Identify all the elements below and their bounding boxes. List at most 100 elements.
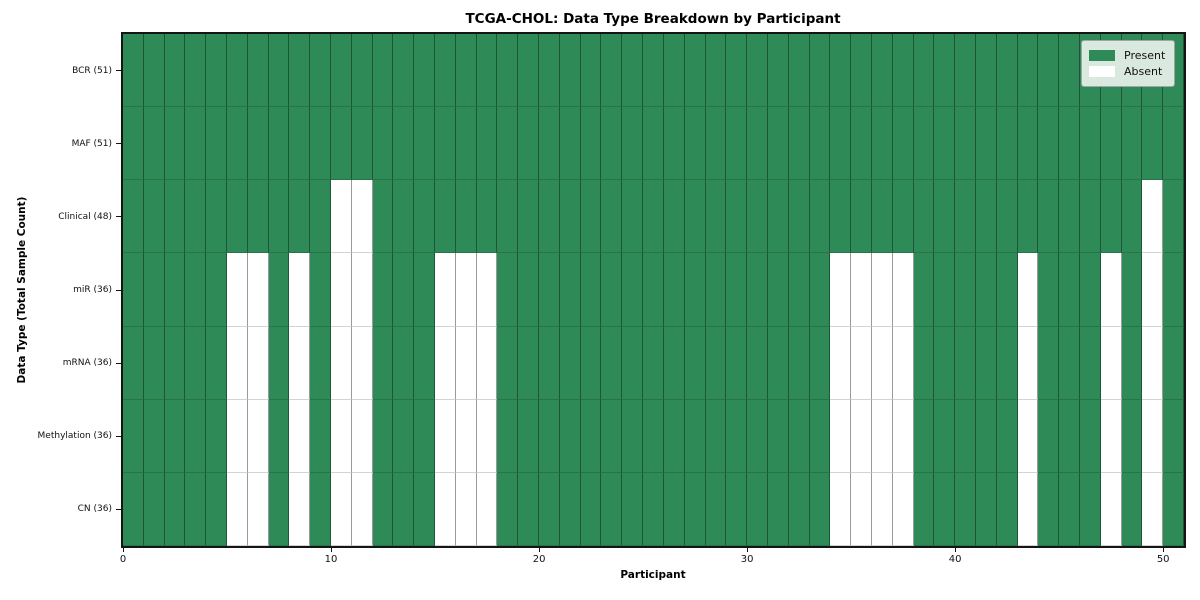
heatmap-cell [1142, 326, 1164, 400]
heatmap-cell [497, 472, 519, 546]
heatmap-cell [684, 253, 706, 327]
heatmap-cell [830, 326, 852, 400]
heatmap-cell [435, 34, 456, 108]
heatmap-cell [830, 472, 852, 546]
heatmap-cell [497, 180, 519, 254]
heatmap-cell [705, 253, 727, 327]
heatmap-cell [601, 107, 623, 181]
heatmap-cell [622, 253, 644, 327]
heatmap-cell [580, 107, 602, 181]
legend-label: Absent [1124, 65, 1163, 78]
heatmap-cell [476, 180, 498, 254]
y-tick-label: CN (36) [77, 504, 112, 515]
heatmap-cell [1121, 253, 1143, 327]
heatmap-cell [289, 326, 311, 400]
heatmap-cell [185, 326, 207, 400]
heatmap-cell [455, 472, 477, 546]
heatmap-cell [289, 472, 311, 546]
heatmap-cell [871, 399, 893, 473]
heatmap-cell [518, 107, 540, 181]
heatmap-cell [622, 180, 644, 254]
heatmap-cell [372, 399, 394, 473]
heatmap-cell [663, 326, 685, 400]
heatmap-cell [268, 399, 290, 473]
heatmap-cell [663, 180, 685, 254]
heatmap-cell [185, 472, 207, 546]
heatmap-cell [476, 34, 498, 108]
heatmap-cell [747, 253, 768, 327]
heatmap-cell [247, 472, 269, 546]
heatmap-cell [1038, 399, 1060, 473]
heatmap-cell [892, 34, 914, 108]
heatmap-cell [539, 253, 560, 327]
heatmap-cell [809, 399, 831, 473]
heatmap-cell [268, 180, 290, 254]
heatmap-cell [975, 399, 997, 473]
heatmap-cell [206, 399, 227, 473]
heatmap-cell [871, 180, 893, 254]
heatmap-cell [622, 472, 644, 546]
heatmap-cell [975, 253, 997, 327]
heatmap-cell [1163, 399, 1184, 473]
heatmap-cell [497, 253, 519, 327]
heatmap-cell [1017, 472, 1039, 546]
heatmap-cell [289, 399, 311, 473]
heatmap-cell [871, 253, 893, 327]
heatmap-cell [1059, 399, 1080, 473]
heatmap-cell [684, 326, 706, 400]
heatmap-cell [476, 399, 498, 473]
heatmap-cell [227, 107, 248, 181]
heatmap-cell [622, 34, 644, 108]
heatmap-cell [393, 107, 415, 181]
heatmap-cell [331, 472, 352, 546]
heatmap-cell [1017, 253, 1039, 327]
heatmap-cell [851, 253, 872, 327]
y-tick-mark [116, 362, 121, 364]
heatmap-cell [1163, 107, 1184, 181]
heatmap-cell [268, 472, 290, 546]
heatmap-cell [684, 34, 706, 108]
heatmap-cell [622, 107, 644, 181]
heatmap-cell [372, 34, 394, 108]
heatmap-cell [975, 180, 997, 254]
heatmap-cell [1038, 472, 1060, 546]
heatmap-cell [310, 107, 332, 181]
heatmap-cell [1079, 326, 1101, 400]
heatmap-cell [767, 399, 789, 473]
heatmap-cell [955, 180, 976, 254]
heatmap-cell [705, 34, 727, 108]
heatmap-cell [414, 399, 436, 473]
heatmap-cell [206, 326, 227, 400]
heatmap-cell [1059, 180, 1080, 254]
heatmap-cell [1017, 180, 1039, 254]
y-tick-mark [116, 70, 121, 72]
heatmap-cell [164, 253, 186, 327]
heatmap-cell [1038, 34, 1060, 108]
legend-label: Present [1124, 49, 1166, 62]
heatmap-cell [268, 253, 290, 327]
chart-title: TCGA-CHOL: Data Type Breakdown by Partic… [465, 11, 841, 27]
heatmap-cell [123, 399, 144, 473]
heatmap-cell [331, 399, 352, 473]
heatmap-cell [705, 472, 727, 546]
legend: Present Absent [1081, 40, 1175, 87]
heatmap-cell [414, 253, 436, 327]
heatmap-cell [892, 399, 914, 473]
heatmap-cell [143, 107, 165, 181]
heatmap-cell [435, 326, 456, 400]
heatmap-cell [1121, 472, 1143, 546]
heatmap-cell [185, 180, 207, 254]
x-tick-label: 20 [532, 554, 546, 565]
heatmap-cell [934, 253, 956, 327]
heatmap-cell [227, 34, 248, 108]
heatmap-cell [1163, 472, 1184, 546]
heatmap-cell [455, 253, 477, 327]
heatmap-cell [747, 107, 768, 181]
heatmap-cell [643, 253, 664, 327]
heatmap-cell [123, 34, 144, 108]
heatmap-cell [851, 326, 872, 400]
heatmap-cell [1100, 253, 1122, 327]
heatmap-cell [684, 472, 706, 546]
y-tick-mark [116, 289, 121, 291]
heatmap-cell [934, 180, 956, 254]
